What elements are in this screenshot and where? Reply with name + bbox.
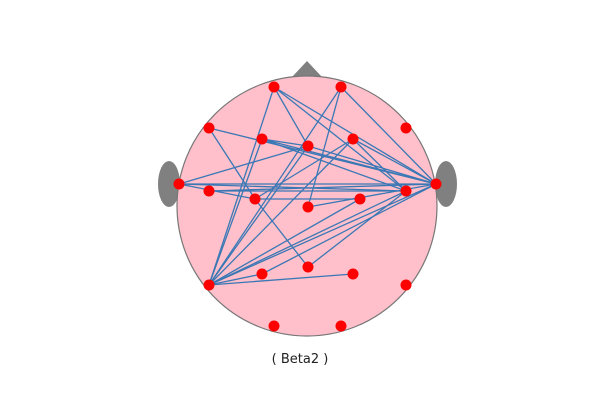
electrode-node xyxy=(302,261,314,273)
connection-line xyxy=(208,145,309,286)
connection-line xyxy=(261,138,437,185)
electrode-node xyxy=(400,279,412,291)
connection-line xyxy=(352,138,437,185)
electrode-node xyxy=(268,320,280,332)
right-ear-icon xyxy=(435,161,457,207)
figure-caption: ( Beta2 ) xyxy=(271,352,329,367)
left-ear-icon xyxy=(158,161,180,207)
connection-line xyxy=(273,86,407,192)
connection-line xyxy=(261,138,309,147)
connection-line xyxy=(307,145,437,185)
connection-line xyxy=(208,273,263,286)
electrode-node xyxy=(400,185,412,197)
electrode-nodes xyxy=(173,81,442,332)
electrode-node xyxy=(203,122,215,134)
electrode-node xyxy=(302,140,314,152)
electrode-node xyxy=(347,133,359,145)
connection-line xyxy=(208,127,256,200)
nose-icon xyxy=(292,61,322,77)
connection-line xyxy=(208,138,354,286)
electrode-node xyxy=(354,193,366,205)
connection-lines xyxy=(178,86,437,286)
electrode-node xyxy=(302,201,314,213)
connection-line xyxy=(208,138,263,286)
connection-line xyxy=(208,183,437,286)
connection-line xyxy=(261,183,437,275)
connection-line xyxy=(208,183,437,192)
connection-line xyxy=(261,138,407,192)
connection-line xyxy=(307,190,407,268)
electrode-node xyxy=(347,268,359,280)
connection-line xyxy=(178,145,309,185)
connection-line xyxy=(208,86,275,286)
connection-line xyxy=(307,86,342,208)
connection-line xyxy=(208,190,407,286)
connection-line xyxy=(208,198,361,286)
connection-line xyxy=(254,198,309,268)
connection-line xyxy=(340,86,437,185)
electrode-node xyxy=(268,81,280,93)
electrode-node xyxy=(256,133,268,145)
electrode-node xyxy=(203,185,215,197)
electrode-node xyxy=(335,81,347,93)
electrode-node xyxy=(256,268,268,280)
electrode-node xyxy=(430,178,442,190)
connection-line xyxy=(273,86,309,147)
electrode-node xyxy=(203,279,215,291)
connection-line xyxy=(178,183,407,192)
electrode-node xyxy=(400,122,412,134)
connection-line xyxy=(208,273,354,286)
electrode-node xyxy=(249,193,261,205)
electrode-node xyxy=(335,320,347,332)
connection-line xyxy=(307,183,437,208)
connection-line xyxy=(352,138,407,192)
electrode-node xyxy=(173,178,185,190)
